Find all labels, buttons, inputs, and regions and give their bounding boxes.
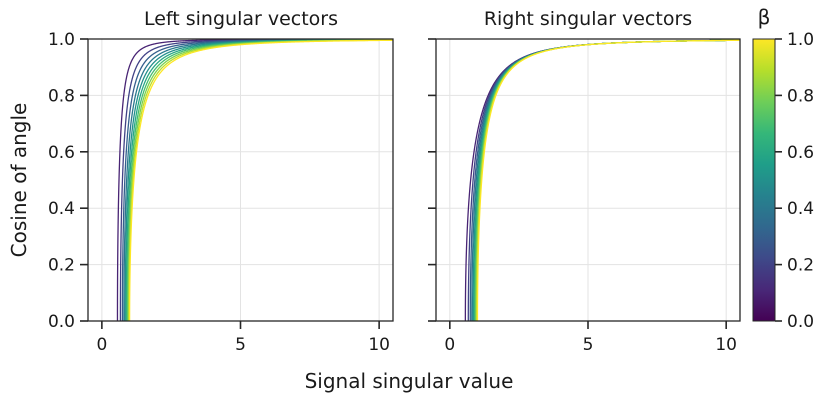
right-x-ticks: 0 5 10 [444, 321, 737, 355]
right-curve-beta-0.9 [476, 39, 741, 321]
left-curve-beta-0.1 [116, 38, 393, 321]
y-tick-label-0: 0.0 [48, 312, 75, 332]
left-xtick-label-0: 0 [96, 335, 107, 355]
left-xtick-label-2: 10 [368, 335, 390, 355]
right-panel-title: Right singular vectors [484, 8, 692, 30]
right-curve-beta-0.5 [472, 39, 740, 321]
left-curve-beta-0.7 [126, 39, 394, 321]
colorbar-tick-label-1: 0.2 [787, 256, 814, 276]
right-curves [464, 39, 741, 321]
right-curve-beta-0.1 [464, 39, 741, 321]
y-tick-label-3: 0.6 [48, 143, 75, 163]
y-tick-label-5: 1.0 [48, 30, 75, 50]
left-curve-beta-0.6 [125, 39, 394, 321]
colorbar-label: β [758, 5, 771, 29]
left-curve-beta-0.2 [119, 38, 393, 321]
right-curve-beta-0.7 [474, 39, 741, 321]
y-tick-label-2: 0.4 [48, 199, 75, 219]
colorbar: β 0.0 0.2 0.4 0.6 0.8 1.0 [752, 5, 814, 332]
right-panel: Right singular vectors 0 5 10 [428, 8, 741, 355]
colorbar-tick-label-3: 0.6 [787, 143, 814, 163]
left-x-ticks: 0 5 10 [96, 321, 390, 355]
right-xtick-label-1: 5 [583, 335, 594, 355]
colorbar-tick-label-4: 0.8 [787, 86, 814, 106]
left-curves [116, 38, 394, 321]
left-panel-title: Left singular vectors [144, 8, 338, 30]
left-curve-beta-0.9 [128, 39, 394, 321]
right-curve-beta-0.8 [475, 39, 741, 321]
right-curve-beta-0.2 [467, 39, 741, 321]
left-xtick-label-1: 5 [235, 335, 246, 355]
colorbar-gradient [752, 38, 776, 322]
colorbar-tick-label-2: 0.4 [787, 199, 814, 219]
right-curve-beta-0.4 [471, 39, 741, 321]
colorbar-tick-label-0: 0.0 [787, 312, 814, 332]
right-curve-beta-0.3 [469, 39, 741, 321]
colorbar-tick-label-5: 1.0 [787, 30, 814, 50]
left-y-ticks: 0.0 0.2 0.4 0.6 0.8 1.0 [48, 30, 88, 332]
y-axis-label: Cosine of angle [7, 103, 31, 258]
left-curve-beta-0.3 [121, 38, 393, 321]
right-curve-beta-1 [476, 39, 741, 321]
colorbar-ticks: 0.0 0.2 0.4 0.6 0.8 1.0 [775, 30, 814, 332]
x-axis-label: Signal singular value [305, 369, 514, 393]
left-curve-beta-0.8 [127, 39, 393, 321]
right-xtick-label-2: 10 [715, 335, 737, 355]
right-xtick-label-0: 0 [444, 335, 455, 355]
left-curve-beta-1 [128, 39, 394, 321]
left-panel: Left singular vectors 0.0 0.2 0.4 0.6 0.8 1.0… [48, 8, 394, 355]
right-curve-beta-0.6 [473, 39, 741, 321]
left-curve-beta-0.5 [124, 38, 394, 321]
right-y-ticks [428, 38, 436, 322]
left-curve-beta-0.4 [123, 38, 394, 321]
y-tick-label-4: 0.8 [48, 86, 75, 106]
y-tick-label-1: 0.2 [48, 256, 75, 276]
